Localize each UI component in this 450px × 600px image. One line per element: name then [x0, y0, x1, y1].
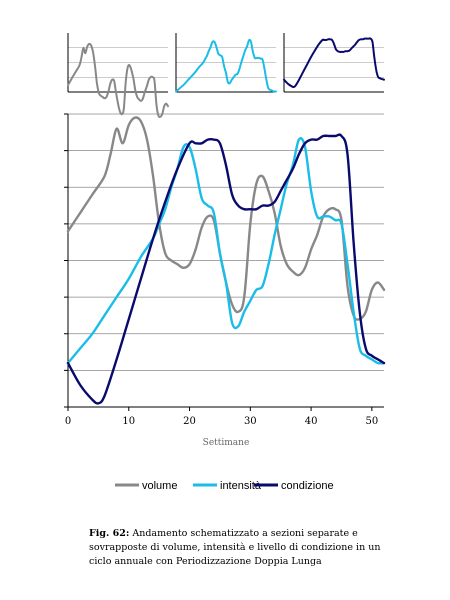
mini-series-line-intensità: [175, 38, 277, 93]
mini-series-line-condizione: [283, 37, 385, 89]
legend-label-volume: volume: [142, 480, 177, 492]
mini-panels: [67, 33, 385, 118]
mini-series-line-volume: [67, 42, 169, 118]
series-line-volume: [66, 116, 386, 321]
x-tick-label: 40: [305, 416, 318, 427]
mini-panel-volume: [67, 33, 169, 118]
figure-caption: Fig. 62: Andamento schematizzato a sezio…: [89, 527, 389, 569]
caption-label: Fig. 62:: [89, 528, 130, 539]
series-line-intensità: [66, 137, 386, 365]
x-tick-label: 30: [244, 416, 257, 427]
main-series: [66, 116, 386, 405]
legend-label-intensità: intensità: [220, 480, 262, 492]
caption-text: Andamento schematizzato a sezioni separa…: [89, 528, 381, 567]
x-ticks: 0 10 20 30 40 50: [65, 407, 378, 427]
x-tick-label: 10: [122, 416, 135, 427]
mini-panel-condizione: [283, 33, 385, 93]
legend: volume intensità condizione: [115, 480, 334, 492]
series-line-condizione: [66, 133, 386, 405]
main-grid: [68, 113, 384, 371]
x-tick-label: 50: [365, 416, 378, 427]
x-axis-label: Settimane: [203, 438, 250, 448]
x-tick-label: 0: [65, 416, 71, 427]
mini-panel-intensità: [175, 33, 277, 93]
legend-label-condizione: condizione: [281, 480, 334, 492]
x-tick-label: 20: [183, 416, 196, 427]
main-axes: [64, 113, 384, 408]
